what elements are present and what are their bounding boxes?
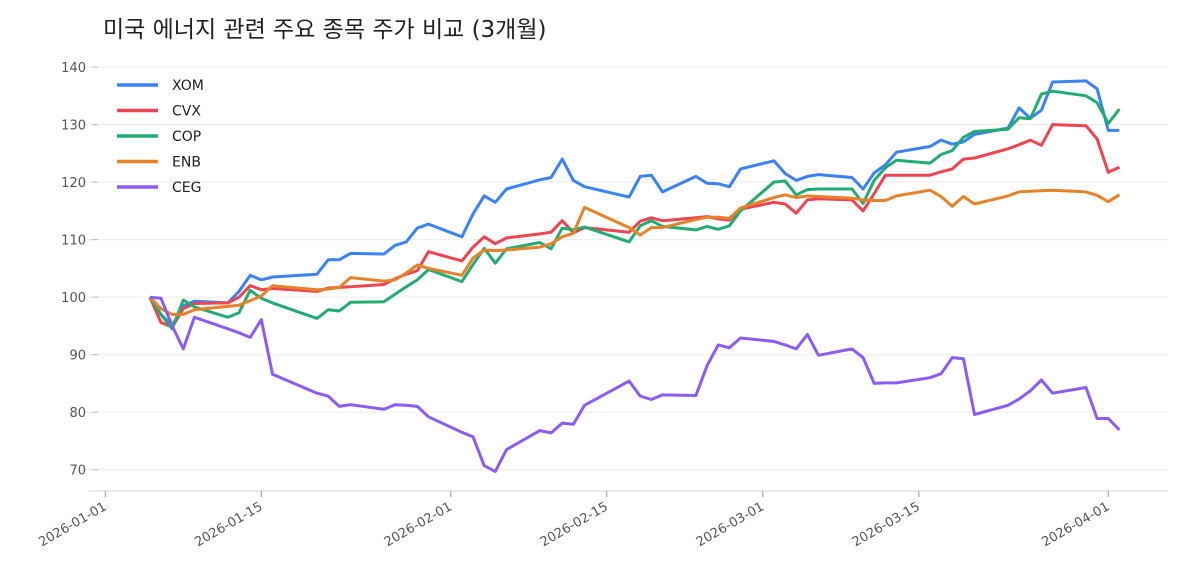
legend-label-ceg: CEG [172,180,201,196]
series-cop [148,89,1121,331]
x-tick-label: 2026-03-01 [694,499,767,550]
y-tick-label: 80 [69,406,86,421]
chart-title: 미국 에너지 관련 주요 종목 주가 비교 (3개월) [103,17,547,43]
y-tick-label: 140 [61,61,86,76]
x-tick-label: 2026-01-01 [36,499,109,550]
legend-label-cop: COP [172,129,201,145]
series-xom [148,79,1120,328]
series-line-cop [148,89,1121,331]
series-line-ceg [149,295,1121,473]
y-tick-label: 100 [61,291,86,306]
y-tick-label: 90 [69,349,86,364]
series-ceg [149,295,1121,473]
legend-label-enb: ENB [172,155,201,171]
series-line-enb [148,188,1121,316]
legend-label-xom: XOM [172,78,204,94]
y-tick-label: 70 [69,464,86,479]
x-tick-label: 2026-02-01 [382,499,455,550]
x-tick-label: 2026-02-15 [538,499,611,550]
series-line-xom [148,79,1120,328]
series-enb [148,188,1121,316]
y-tick-label: 120 [61,176,86,191]
x-tick-label: 2026-04-01 [1039,499,1112,550]
y-tick-label: 130 [61,119,86,134]
legend-label-cvx: CVX [172,104,201,120]
x-tick-label: 2026-03-15 [850,499,923,550]
y-tick-label: 110 [61,234,86,249]
x-tick-label: 2026-01-15 [192,499,265,550]
